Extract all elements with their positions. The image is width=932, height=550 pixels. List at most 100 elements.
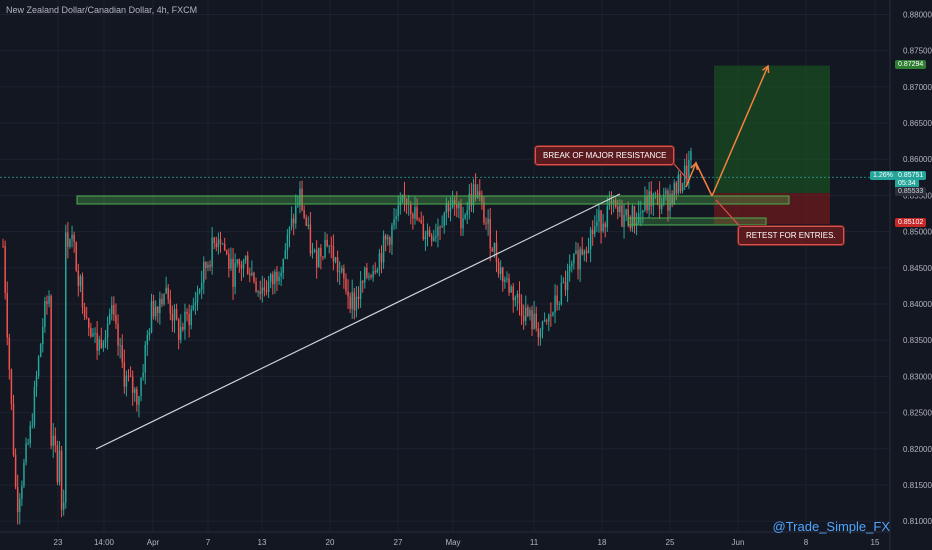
candle-body [495, 242, 498, 263]
candle-body [244, 255, 247, 261]
candle-body [456, 203, 458, 209]
candle-body [255, 281, 257, 292]
candle-body [125, 375, 128, 387]
take-profit-zone [714, 65, 830, 194]
y-tick-label: 0.86500 [903, 119, 932, 128]
price-badge: 05:34 [895, 178, 919, 188]
candle-body [447, 203, 450, 212]
candle-body [552, 312, 554, 316]
x-tick-label: 15 [871, 538, 880, 547]
candle-body [351, 292, 353, 309]
candle-body [606, 206, 609, 228]
candle-body [648, 191, 650, 211]
candle-body [635, 222, 638, 225]
candle-body [556, 295, 558, 305]
candle-body [347, 291, 349, 297]
candle-body [198, 289, 201, 293]
candle-body [646, 196, 648, 211]
candle-body [529, 309, 531, 316]
candle-body [594, 226, 596, 234]
annotation-break-resistance[interactable]: BREAK OF MAJOR RESISTANCE [535, 146, 675, 165]
candle-body [410, 203, 412, 214]
candle-body [33, 386, 36, 426]
candle-body [345, 278, 347, 292]
candle-body [389, 237, 391, 245]
candle-body [180, 326, 182, 340]
candle-body [690, 150, 692, 161]
candle-body [575, 250, 577, 254]
candle-body [418, 219, 420, 221]
candle-body [401, 194, 404, 202]
candle-body [238, 259, 241, 265]
candle-body [96, 333, 98, 351]
candle-body [479, 191, 481, 197]
candle-body [228, 254, 230, 269]
candle-body [263, 287, 266, 291]
candle-body [554, 295, 556, 313]
candle-body [681, 183, 684, 192]
x-tick-label: 8 [804, 538, 809, 547]
candle-body [148, 332, 151, 336]
x-tick-label: 14:00 [94, 538, 115, 547]
candle-body [60, 450, 63, 510]
y-tick-label: 0.85000 [903, 228, 932, 237]
candle-body [77, 270, 80, 286]
candle-body [175, 309, 178, 320]
candle-body [353, 292, 356, 311]
candle-body [121, 345, 123, 363]
candle-body [92, 333, 94, 337]
candle-body [173, 309, 176, 321]
candle-body [324, 239, 326, 258]
x-tick-label: May [445, 538, 460, 547]
candle-body [297, 205, 299, 207]
candle-body [357, 296, 360, 299]
x-tick-label: 11 [530, 538, 539, 547]
candle-body [688, 160, 690, 179]
x-tick-label: 20 [326, 538, 335, 547]
candle-body [75, 241, 77, 271]
candle-body [428, 230, 431, 236]
candle-body [205, 262, 207, 268]
candle-body [177, 319, 180, 340]
candle-body [100, 339, 103, 348]
candle-body [129, 375, 132, 377]
candle-body [315, 249, 318, 268]
candle-body [144, 345, 146, 373]
candle-body [35, 376, 38, 387]
candle-body [232, 258, 234, 287]
candle-body [573, 253, 575, 264]
candle-body [182, 326, 184, 330]
candle-body [56, 445, 59, 483]
x-tick-label: Apr [147, 538, 160, 547]
candle-body [359, 280, 362, 299]
annotation-retest-entries[interactable]: RETEST FOR ENTRIES. [738, 226, 844, 245]
candle-body [280, 272, 282, 277]
candle-body [598, 210, 600, 222]
candle-body [671, 193, 673, 205]
candle-body [290, 218, 293, 228]
candle-body [623, 215, 625, 227]
candle-body [73, 234, 75, 242]
candle-body [493, 242, 496, 252]
candle-body [259, 291, 261, 294]
candle-body [483, 201, 485, 223]
candle-body [604, 223, 606, 228]
candle-body [617, 206, 619, 213]
candle-body [242, 260, 245, 269]
candle-body [640, 212, 642, 214]
candle-body [274, 271, 276, 285]
candle-body [422, 223, 425, 240]
candle-body [194, 302, 197, 306]
candle-body [102, 342, 105, 348]
candle-body [90, 327, 92, 337]
candle-body [583, 251, 586, 255]
candle-body [169, 299, 172, 314]
candle-body [46, 301, 48, 304]
candle-body [234, 263, 236, 287]
y-tick-label: 0.84500 [903, 264, 932, 273]
y-tick-label: 0.83500 [903, 336, 932, 345]
candle-body [71, 234, 73, 239]
candle-body [157, 306, 159, 313]
candle-body [278, 276, 280, 282]
